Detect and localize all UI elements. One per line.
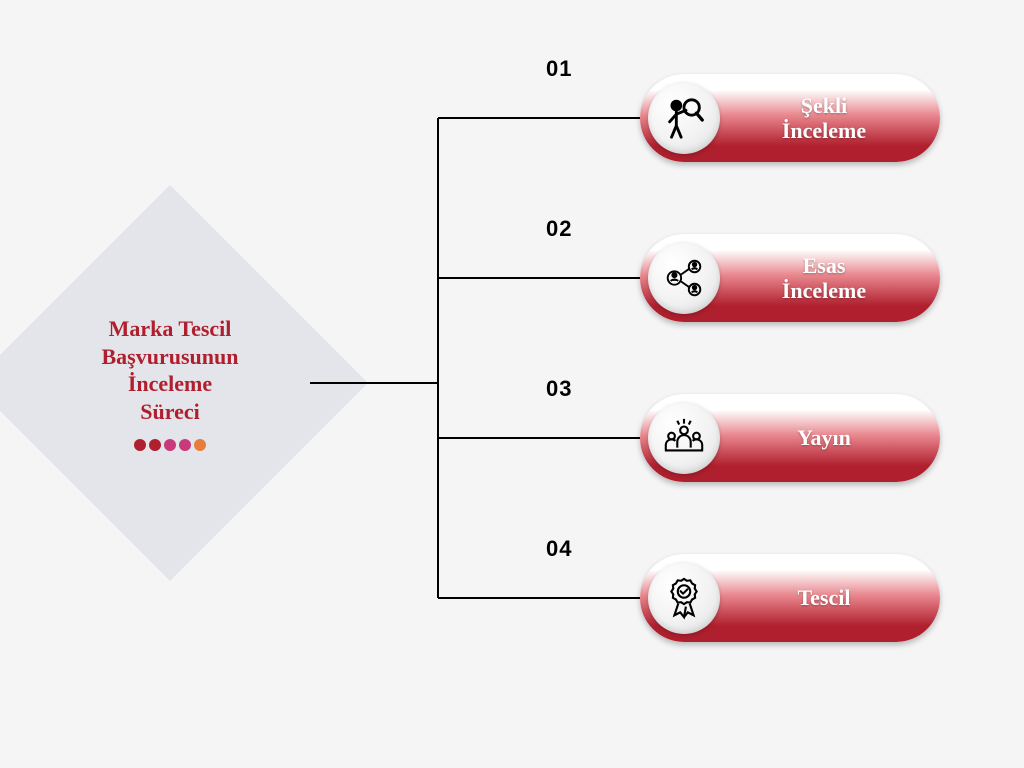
award-badge-icon (648, 562, 720, 634)
step-pill-02: Esasİnceleme (640, 234, 940, 322)
step-label: Tescil (720, 585, 940, 610)
share-people-icon (648, 242, 720, 314)
inspect-person-icon (648, 82, 720, 154)
step-number-01: 01 (546, 56, 572, 82)
dot (164, 439, 176, 451)
root-dots (134, 439, 206, 451)
step-label: Şekliİnceleme (720, 93, 940, 144)
step-pill-04: Tescil (640, 554, 940, 642)
root-title: Marka TescilBaşvurusununİncelemeSüreci (102, 315, 239, 425)
audience-icon (648, 402, 720, 474)
dot (149, 439, 161, 451)
dot (134, 439, 146, 451)
step-label: Yayın (720, 425, 940, 450)
dot (194, 439, 206, 451)
step-number-03: 03 (546, 376, 572, 402)
root-content: Marka TescilBaşvurusununİncelemeSüreci (30, 243, 310, 523)
step-pill-01: Şekliİnceleme (640, 74, 940, 162)
step-number-02: 02 (546, 216, 572, 242)
step-number-04: 04 (546, 536, 572, 562)
step-pill-03: Yayın (640, 394, 940, 482)
step-label: Esasİnceleme (720, 253, 940, 304)
dot (179, 439, 191, 451)
